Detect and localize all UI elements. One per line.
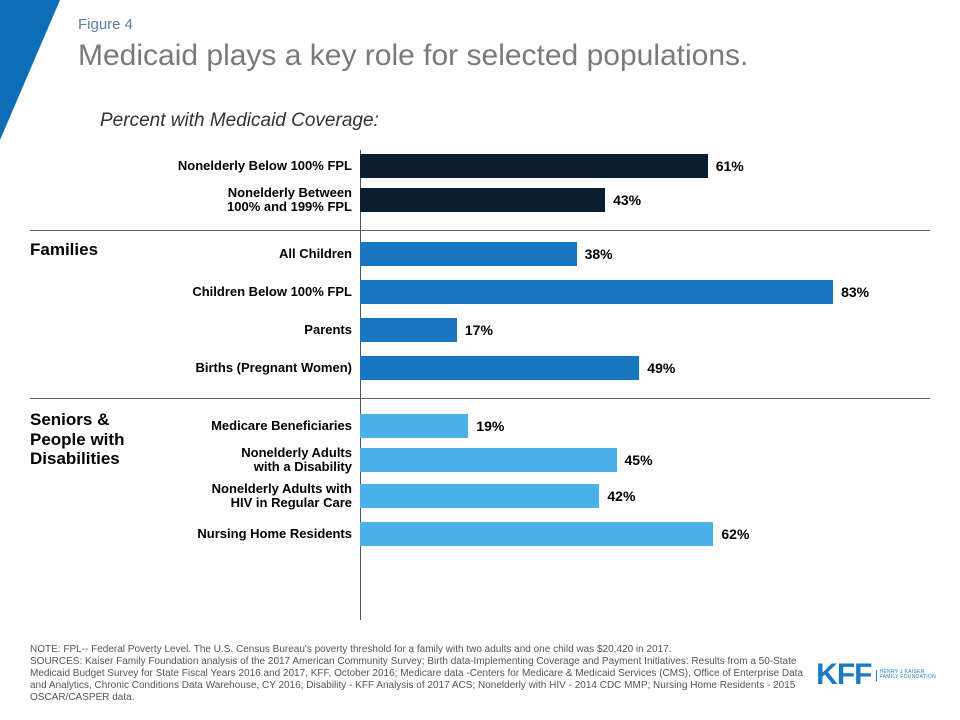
figure-label: Figure 4 bbox=[78, 16, 930, 33]
bar-row: Medicare Beneficiaries 19% bbox=[30, 414, 930, 438]
bar bbox=[360, 414, 468, 438]
bar-label: Children Below 100% FPL bbox=[30, 285, 360, 299]
bar-value: 19% bbox=[476, 418, 504, 434]
bar bbox=[360, 448, 617, 472]
bar-value: 83% bbox=[841, 284, 869, 300]
bar-row: Nonelderly Adults withHIV in Regular Car… bbox=[30, 484, 930, 508]
logo-sub: HENRY J KAISERFAMILY FOUNDATION bbox=[876, 670, 937, 681]
sources-text: SOURCES: Kaiser Family Foundation analys… bbox=[30, 656, 810, 704]
note-text: NOTE: FPL-- Federal Poverty Level. The U… bbox=[30, 644, 810, 656]
corner-triangle bbox=[0, 0, 60, 140]
bar bbox=[360, 484, 599, 508]
bar bbox=[360, 522, 713, 546]
bar bbox=[360, 356, 639, 380]
bar-value: 49% bbox=[647, 360, 675, 376]
kff-logo: KFF HENRY J KAISERFAMILY FOUNDATION bbox=[816, 658, 936, 692]
bar-value: 17% bbox=[465, 322, 493, 338]
bar-row: All Children 38% bbox=[30, 242, 930, 266]
bar bbox=[360, 280, 833, 304]
bar-label: Parents bbox=[30, 323, 360, 337]
bar-value: 62% bbox=[721, 526, 749, 542]
bar-row: Children Below 100% FPL 83% bbox=[30, 280, 930, 304]
group-separator bbox=[30, 398, 930, 399]
bar-row: Nonelderly Between100% and 199% FPL 43% bbox=[30, 188, 930, 212]
bar-label: Births (Pregnant Women) bbox=[30, 361, 360, 375]
bar-label: Nonelderly Adults withHIV in Regular Car… bbox=[30, 482, 360, 511]
bar-label: Nonelderly Between100% and 199% FPL bbox=[30, 186, 360, 215]
vertical-axis bbox=[360, 150, 361, 620]
bar-value: 61% bbox=[716, 158, 744, 174]
bar bbox=[360, 242, 577, 266]
bar-label: Medicare Beneficiaries bbox=[30, 419, 360, 433]
bar-label: Nursing Home Residents bbox=[30, 527, 360, 541]
logo-main: KFF bbox=[816, 658, 871, 692]
subtitle: Percent with Medicaid Coverage: bbox=[100, 110, 379, 132]
bar-label: Nonelderly Adultswith a Disability bbox=[30, 446, 360, 475]
bar-row: Parents 17% bbox=[30, 318, 930, 342]
bar bbox=[360, 188, 605, 212]
header: Figure 4 Medicaid plays a key role for s… bbox=[78, 16, 930, 72]
bar bbox=[360, 318, 457, 342]
bar-row: Nonelderly Below 100% FPL 61% bbox=[30, 154, 930, 178]
bar-label: All Children bbox=[30, 247, 360, 261]
group-separator bbox=[30, 230, 930, 231]
bar-row: Nonelderly Adultswith a Disability 45% bbox=[30, 448, 930, 472]
bar-value: 43% bbox=[613, 192, 641, 208]
bar-chart: Nonelderly Below 100% FPL61%Nonelderly B… bbox=[30, 150, 930, 620]
bar-value: 42% bbox=[607, 488, 635, 504]
bar-row: Births (Pregnant Women) 49% bbox=[30, 356, 930, 380]
bar-label: Nonelderly Below 100% FPL bbox=[30, 159, 360, 173]
footer-notes: NOTE: FPL-- Federal Poverty Level. The U… bbox=[30, 644, 810, 704]
bar-value: 45% bbox=[625, 452, 653, 468]
bar-row: Nursing Home Residents 62% bbox=[30, 522, 930, 546]
bar bbox=[360, 154, 708, 178]
page-title: Medicaid plays a key role for selected p… bbox=[78, 39, 930, 72]
bar-value: 38% bbox=[585, 246, 613, 262]
